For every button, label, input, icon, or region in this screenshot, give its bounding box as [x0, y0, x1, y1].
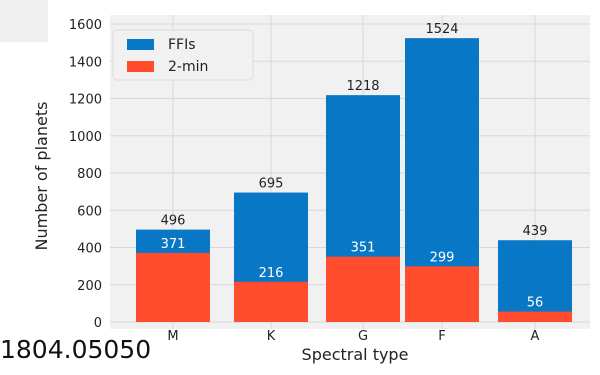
bar-inner-label: 351 — [351, 241, 376, 256]
bar-2min — [326, 256, 400, 322]
bar-2min — [136, 252, 210, 322]
x-tick-label: F — [438, 329, 445, 344]
x-tick-label: K — [267, 329, 276, 344]
y-tick-label: 200 — [77, 279, 102, 294]
x-tick-label: M — [167, 329, 178, 344]
bars-layer — [136, 38, 572, 323]
bar-2min — [498, 311, 572, 322]
legend-label-2min: 2-min — [168, 59, 208, 75]
legend-swatch-ffis — [127, 39, 154, 50]
y-axis-label: Number of planets — [32, 102, 51, 251]
x-tick-label: A — [531, 329, 540, 344]
y-tick-label: 400 — [77, 242, 102, 257]
bar-inner-label: 56 — [527, 296, 544, 311]
bar-total-label: 496 — [161, 214, 186, 229]
bar-total-label: 1524 — [425, 22, 458, 37]
y-tick-label: 0 — [94, 316, 102, 331]
y-tick-label: 1400 — [69, 55, 102, 70]
bar-total-label: 439 — [523, 224, 548, 239]
y-tick-label: 600 — [77, 204, 102, 219]
x-axis-label: Spectral type — [302, 345, 409, 364]
bar-ffis — [498, 240, 572, 322]
y-tick-label: 1600 — [69, 18, 102, 33]
bar-total-label: 1218 — [346, 79, 379, 94]
y-tick-label: 800 — [77, 167, 102, 182]
legend: FFIs 2-min — [112, 29, 254, 81]
bar-2min — [405, 266, 479, 322]
bar-inner-label: 371 — [161, 237, 186, 252]
bar-total-label: 695 — [259, 177, 284, 192]
legend-swatch-2min — [127, 61, 154, 72]
x-tick-label: G — [358, 329, 368, 344]
bar-2min — [234, 281, 308, 322]
bar-inner-label: 299 — [430, 250, 455, 265]
arxiv-id: 1804.05050 — [0, 335, 152, 364]
left-strip — [0, 0, 48, 42]
bar-inner-label: 216 — [259, 266, 284, 281]
y-tick-label: 1200 — [69, 93, 102, 108]
y-tick-label: 1000 — [69, 130, 102, 145]
labels-layer: 496 371 695 216 1218 351 1524 299 439 56 — [161, 22, 548, 310]
ticks-layer: 0 200 400 600 800 1000 1200 1400 1600 M K G F A — [69, 18, 540, 344]
legend-label-ffis: FFIs — [168, 37, 196, 53]
